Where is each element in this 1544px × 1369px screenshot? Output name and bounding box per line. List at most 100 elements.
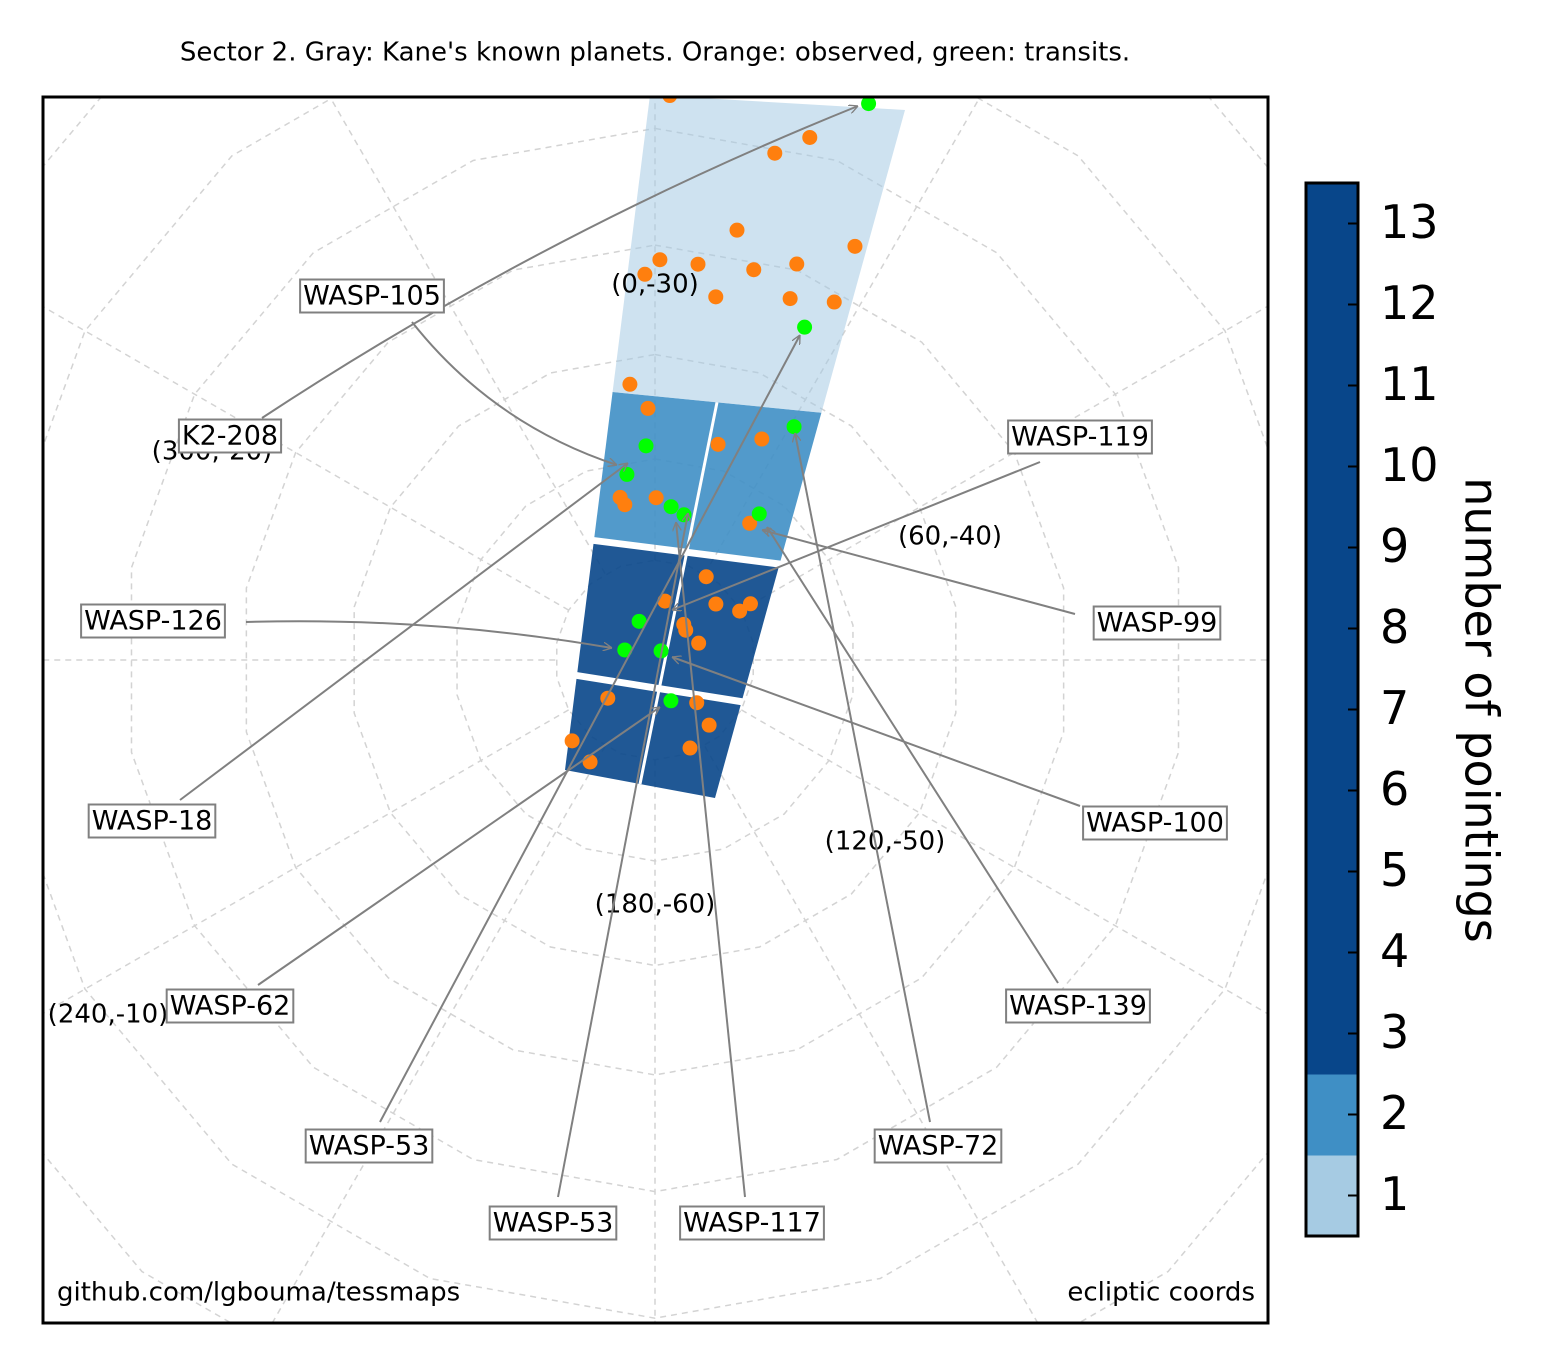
annotation-label: WASP-53 xyxy=(493,1208,614,1239)
annotation-box xyxy=(1005,988,1151,1024)
annotations: WASP-105 K2-208 WASP-119 WASP-126 WASP-99 WAS… xyxy=(80,106,1228,1241)
annotation-label: WASP-99 xyxy=(1097,608,1218,639)
annotation-label: WASP-117 xyxy=(683,1208,821,1239)
annotation-box xyxy=(299,278,445,314)
planet-point xyxy=(746,262,762,278)
annotation-box xyxy=(87,803,217,839)
grid-label: (240,-10) xyxy=(48,1000,169,1030)
annotation-label: WASP-53 xyxy=(309,1131,430,1162)
annotation-arrow xyxy=(672,461,1041,610)
planet-point xyxy=(708,289,724,305)
annotation-arrow xyxy=(557,513,688,1198)
planet-point xyxy=(847,238,863,254)
colorbar-tick-label: 7 xyxy=(1380,681,1409,735)
planet-point xyxy=(786,419,802,435)
grid-label: (60,-40) xyxy=(898,522,1002,552)
annotation-arrow xyxy=(261,106,858,419)
annotation-label: WASP-18 xyxy=(92,806,213,837)
planet-point xyxy=(638,438,654,454)
annotation-label: WASP-126 xyxy=(84,606,222,637)
points xyxy=(564,97,877,770)
ccd-gap xyxy=(638,402,719,785)
colorbar-tick-label: 10 xyxy=(1380,438,1439,492)
annotation-box xyxy=(80,603,226,639)
planet-point xyxy=(826,294,842,310)
planet-point xyxy=(767,145,783,161)
colorbar-tick-label: 3 xyxy=(1380,1005,1409,1059)
grid-circle xyxy=(43,97,1268,1319)
planet-point xyxy=(652,252,668,268)
annotation-box xyxy=(1007,419,1153,455)
annotation-arrow xyxy=(411,321,617,465)
planet-point xyxy=(617,497,633,513)
planet-point xyxy=(861,97,877,112)
planet-point xyxy=(564,733,580,749)
colorbar-tick-label: 2 xyxy=(1380,1086,1409,1140)
planet-point xyxy=(782,291,798,307)
annotation-box xyxy=(1092,605,1222,641)
grid-meridian xyxy=(740,709,1268,1015)
annotation-box xyxy=(1082,805,1228,841)
annotation-arrow xyxy=(762,530,1076,615)
annotation-label: WASP-62 xyxy=(170,991,291,1022)
annotation-label: K2-208 xyxy=(182,421,278,452)
planet-point xyxy=(754,431,770,447)
colorbar-tick-label: 12 xyxy=(1380,276,1439,330)
annotation-box xyxy=(165,988,295,1024)
annotation-label: WASP-119 xyxy=(1011,422,1149,453)
colorbar-tick-label: 4 xyxy=(1380,924,1409,978)
planet-point xyxy=(742,596,758,612)
annotation-arrow xyxy=(766,527,1059,984)
annotation-box xyxy=(488,1205,618,1241)
annotation-label: WASP-100 xyxy=(1086,808,1224,839)
planet-point xyxy=(657,593,673,609)
planet-point xyxy=(698,569,714,585)
camera-footprint xyxy=(612,97,905,413)
planet-point xyxy=(640,400,656,416)
planet-point xyxy=(789,256,805,272)
footer-right: ecliptic coords xyxy=(1067,1278,1255,1308)
planet-point xyxy=(663,499,679,515)
grid-meridian xyxy=(43,709,570,1015)
planet-point xyxy=(676,507,692,523)
chart-title: Sector 2. Gray: Kane's known planets. Or… xyxy=(180,38,1130,68)
annotation-arrow xyxy=(257,707,660,986)
planet-point xyxy=(742,515,758,531)
footer-left: github.com/lgbouma/tessmaps xyxy=(57,1278,460,1308)
colorbar-tick-label: 11 xyxy=(1380,357,1439,411)
planet-point xyxy=(689,695,705,711)
planet-point xyxy=(710,436,726,452)
planet-point xyxy=(637,266,653,282)
annotation-arrow xyxy=(795,433,931,1123)
grid-label: (120,-50) xyxy=(825,827,946,857)
annotation-box xyxy=(679,1205,825,1241)
colorbar-label: number of pointings xyxy=(1455,477,1509,943)
colorbar-tick-label: 1 xyxy=(1380,1167,1409,1221)
grid-meridian xyxy=(704,745,1039,1323)
planet-point xyxy=(678,622,694,638)
plot-frame xyxy=(41,95,1270,1325)
annotation-label: WASP-72 xyxy=(878,1131,999,1162)
annotation-arrow xyxy=(676,522,746,1198)
annotation-arrow xyxy=(179,463,628,801)
colorbar-segment xyxy=(1305,182,1359,265)
colorbar-tick-label: 6 xyxy=(1380,762,1409,816)
grid-meridian xyxy=(271,745,606,1323)
planet-point xyxy=(682,740,698,756)
planet-point xyxy=(662,97,678,104)
annotation-box xyxy=(873,1128,1003,1164)
planet-point xyxy=(690,256,706,272)
planet-point xyxy=(729,222,745,238)
planet-point xyxy=(732,603,748,619)
annotation-arrow xyxy=(245,620,612,648)
planet-point xyxy=(802,129,818,145)
annotation-box xyxy=(177,418,283,454)
annotation-arrow xyxy=(379,335,801,1123)
grid-label: (0,-30) xyxy=(611,270,699,300)
planet-point xyxy=(631,613,647,629)
grid-meridian xyxy=(43,305,570,611)
annotation-arrow xyxy=(672,657,1081,807)
